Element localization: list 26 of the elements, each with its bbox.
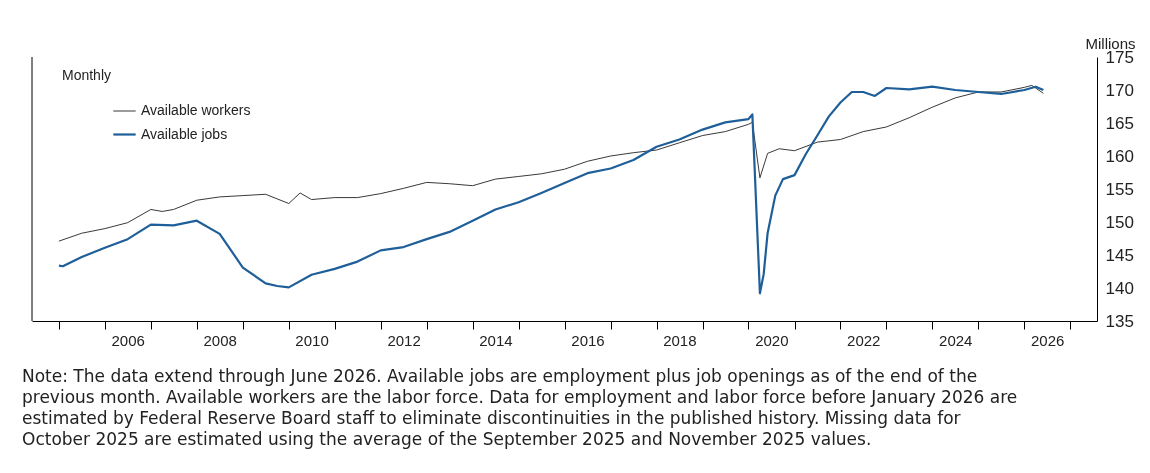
- y-tick-label: 165: [1105, 113, 1134, 133]
- x-tick-label: 2010: [295, 331, 329, 349]
- line-series: [57, 85, 1045, 295]
- y-tick-label: 135: [1105, 311, 1134, 331]
- line-series: [58, 84, 1044, 242]
- x-tick-label: 2014: [479, 331, 513, 349]
- x-tick-label: 2018: [663, 331, 697, 349]
- legend-label: Available jobs: [141, 125, 228, 142]
- x-tick-label: 2012: [387, 331, 421, 349]
- x-tick-label: 2024: [939, 331, 973, 349]
- legend-label: Available workers: [141, 102, 251, 118]
- y-tick-label: 160: [1105, 146, 1134, 166]
- y-axis-title: Millions: [1085, 34, 1136, 52]
- text: Monthly: [62, 67, 112, 83]
- x-tick-label: 2026: [1030, 331, 1065, 349]
- x-tick-label: 2016: [571, 331, 605, 349]
- y-tick-label: 140: [1105, 278, 1134, 298]
- y-tick-label: 145: [1105, 245, 1134, 265]
- x-tick-label: 2006: [111, 331, 145, 349]
- text: Note: The data extend through June 2026. Available jobs are employment plus job openings as of the end of the previous month. Available workers are the labor force. Data for employment and labor force before January 2026 are estimated by Federal Reserve Board staff to eliminate discontinuities in the published history. Missing data for October 2025 are estimated using the average of the September 2025 and November 2025 values.: [22, 366, 1018, 449]
- y-tick-label: 170: [1105, 80, 1134, 100]
- y-tick-label: 155: [1105, 179, 1134, 199]
- x-tick-label: 2022: [847, 331, 881, 349]
- x-tick-label: 2020: [755, 331, 789, 349]
- y-tick-label: 150: [1105, 212, 1134, 232]
- x-tick-label: 2008: [203, 331, 237, 349]
